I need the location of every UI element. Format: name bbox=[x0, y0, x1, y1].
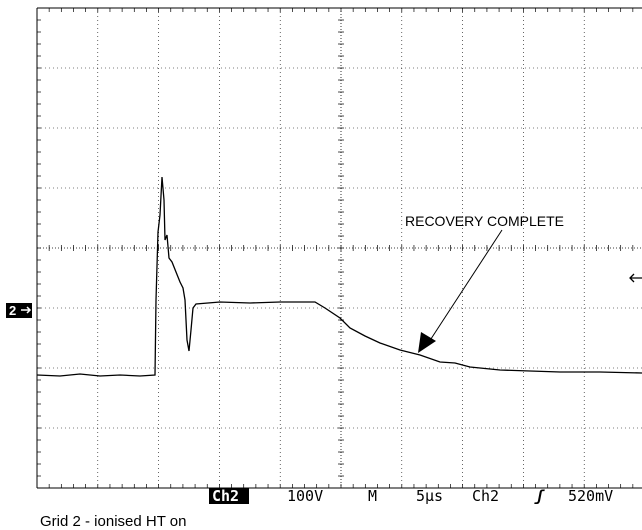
waveform-trace bbox=[36, 176, 642, 377]
arrow-head bbox=[418, 332, 436, 353]
channel: Ch2 bbox=[212, 487, 239, 505]
graticule bbox=[36, 7, 642, 489]
annotation-arrow bbox=[426, 229, 503, 346]
channel-marker: 2 bbox=[9, 303, 16, 318]
channel-marker-box bbox=[6, 303, 32, 318]
annotation: RECOVERY COMPLETE bbox=[405, 213, 564, 229]
trigger-symbol: ʃ bbox=[534, 487, 545, 505]
channel-box bbox=[209, 488, 249, 504]
volts-per-div: 100V bbox=[287, 487, 323, 505]
channel-arrow bbox=[21, 306, 32, 314]
mode: M bbox=[368, 487, 377, 505]
time-per-div: 5µs bbox=[416, 487, 443, 505]
caption: Grid 2 - ionised HT on bbox=[40, 513, 186, 530]
trigger-channel: Ch2 bbox=[472, 487, 499, 505]
trigger-level: 520mV bbox=[568, 487, 613, 505]
trigger-level-marker bbox=[629, 273, 642, 283]
